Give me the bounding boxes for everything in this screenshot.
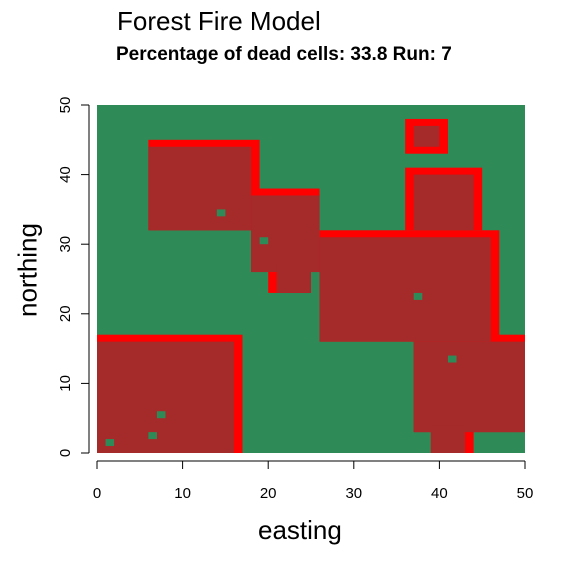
burnt-region-6 — [430, 425, 466, 453]
y-tick-label-30: 30 — [57, 236, 74, 253]
burnt-region-1 — [148, 146, 252, 231]
x-tick-label-40: 40 — [431, 485, 448, 502]
y-tick-label-50: 50 — [57, 97, 74, 114]
live-cell-4 — [259, 237, 269, 245]
burnt-region-5 — [413, 341, 525, 433]
y-tick-label-20: 20 — [57, 305, 74, 322]
cell-grid — [97, 105, 525, 453]
live-cell-3 — [216, 209, 226, 217]
x-tick-label-30: 30 — [345, 485, 362, 502]
live-cell-6 — [447, 355, 457, 363]
burnt-region-3 — [276, 265, 311, 293]
y-axis-label: northing — [12, 223, 43, 317]
y-tick-label-0: 0 — [57, 449, 74, 457]
chart-title: Forest Fire Model — [117, 6, 321, 36]
y-tick-label-40: 40 — [57, 166, 74, 183]
burnt-region-2 — [251, 195, 320, 273]
x-tick-label-50: 50 — [517, 485, 534, 502]
live-cell-1 — [148, 432, 157, 440]
x-tick-label-0: 0 — [93, 485, 101, 502]
x-tick-label-10: 10 — [174, 485, 191, 502]
fire-regions — [97, 118, 525, 453]
live-cell-0 — [105, 439, 115, 447]
x-axis-label: easting — [258, 515, 342, 545]
burnt-region-4 — [319, 237, 491, 342]
live-cell-2 — [156, 411, 166, 419]
axes: 0 10 20 30 40 50 0 10 20 30 40 50 — [57, 97, 533, 502]
chart-subtitle: Percentage of dead cells: 33.8 Run: 7 — [116, 44, 452, 65]
burnt-region-8 — [413, 125, 440, 147]
burnt-region-0 — [97, 341, 234, 453]
burnt-region-7 — [413, 174, 474, 231]
y-tick-label-10: 10 — [57, 375, 74, 392]
live-cell-5 — [413, 292, 423, 300]
x-tick-label-20: 20 — [260, 485, 277, 502]
